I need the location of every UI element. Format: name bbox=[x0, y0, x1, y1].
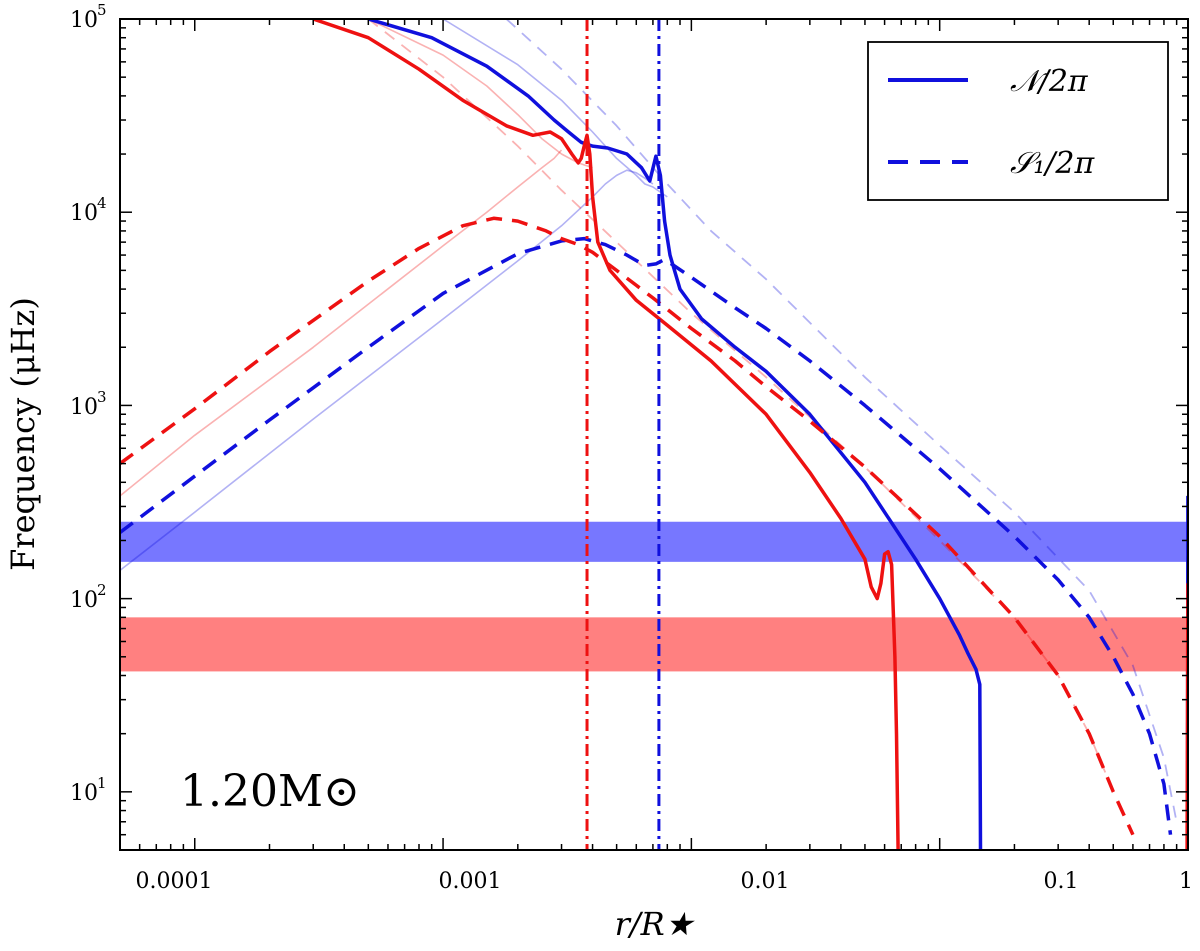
legend-label-s1: 𝒮₁/2π bbox=[1010, 146, 1095, 181]
y-tick-label-1e2: 10 2 bbox=[70, 581, 107, 613]
bands-layer bbox=[120, 521, 1188, 672]
legend-box bbox=[867, 41, 1169, 201]
legend: 𝒩/2π 𝒮₁/2π bbox=[867, 41, 1169, 201]
svg-text:3: 3 bbox=[97, 388, 107, 406]
svg-text:10: 10 bbox=[70, 201, 98, 226]
series-N-blue-faint-high bbox=[442, 19, 668, 198]
series-S1-red-faint bbox=[367, 19, 1115, 793]
svg-text:1: 1 bbox=[97, 774, 107, 792]
svg-text:10: 10 bbox=[70, 588, 98, 613]
series-N-red-faint-low bbox=[120, 149, 563, 497]
series-S1-red bbox=[120, 216, 1135, 836]
svg-text:5: 5 bbox=[97, 1, 107, 19]
svg-text:2: 2 bbox=[97, 581, 107, 599]
blue-band bbox=[120, 521, 1188, 562]
svg-text:10: 10 bbox=[70, 395, 98, 420]
x-tick-label: 0.01 bbox=[741, 869, 790, 894]
x-tick-label: 0.0001 bbox=[136, 869, 213, 894]
y-tick-label-1e3: 10 3 bbox=[70, 388, 107, 420]
series-N-red bbox=[312, 19, 900, 850]
legend-label-n: 𝒩/2π bbox=[1010, 64, 1089, 99]
x-tick-label: 1 bbox=[1179, 869, 1193, 894]
svg-text:10: 10 bbox=[70, 8, 98, 33]
svg-text:4: 4 bbox=[97, 194, 107, 212]
vlines-layer bbox=[585, 19, 661, 850]
plot-frame bbox=[119, 18, 1189, 851]
y-tick-label-1e1: 10 1 bbox=[70, 774, 107, 806]
x-tick-label: 0.001 bbox=[439, 869, 502, 894]
ticks-layer bbox=[119, 18, 1189, 851]
x-tick-label: 0.1 bbox=[1044, 869, 1079, 894]
series-N-blue bbox=[367, 19, 983, 850]
x-axis-title: r/R★ bbox=[615, 905, 696, 943]
y-tick-label-1e4: 10 4 bbox=[70, 194, 107, 226]
y-axis-title: Frequency (μHz) bbox=[4, 297, 42, 571]
series-N-blue-faint-low bbox=[120, 169, 654, 572]
series-S1-blue bbox=[120, 236, 1173, 835]
mass-annotation: 1.20M⊙ bbox=[180, 766, 360, 817]
red-band bbox=[120, 617, 1188, 672]
svg-text:10: 10 bbox=[70, 781, 98, 806]
y-tick-label-1e5: 10 5 bbox=[70, 1, 107, 33]
series-S1-blue-faint bbox=[505, 19, 1178, 822]
